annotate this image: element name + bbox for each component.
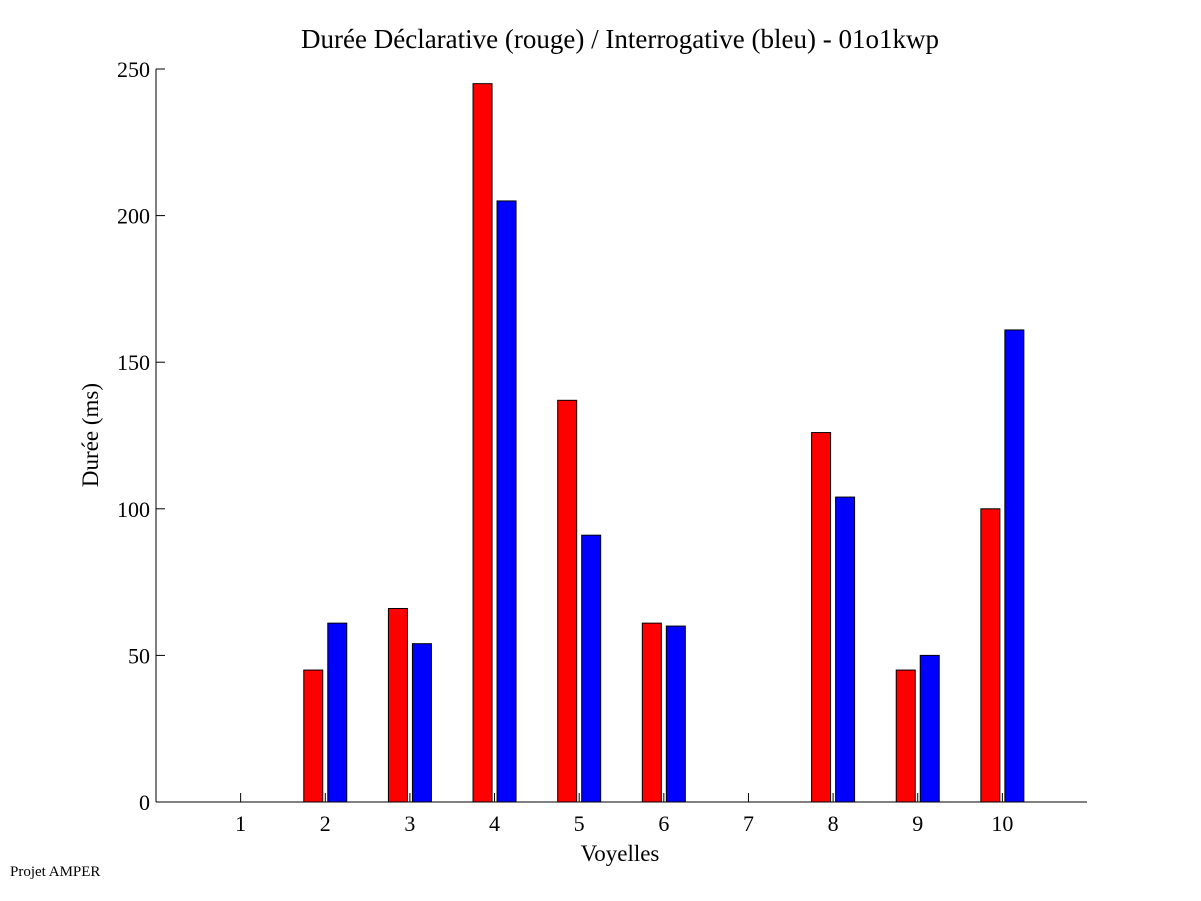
y-axis-label: Durée (ms) [78, 383, 103, 487]
axes-group [155, 69, 1087, 803]
x-axis-label: Voyelles [581, 841, 660, 866]
bar-interrogative-3 [411, 643, 432, 803]
bar-interrogative-9 [919, 654, 940, 803]
y-tick-label: 50 [128, 643, 150, 668]
y-ticks-group: 0 50 100 150 200 250 [117, 57, 165, 815]
bar-declarative-3 [387, 607, 408, 803]
bar-declarative-4 [472, 83, 493, 803]
x-ticks-group: 1 2 3 4 5 6 7 8 9 10 [235, 793, 1013, 836]
y-tick-label: 200 [117, 204, 150, 229]
x-tick-label: 5 [574, 811, 585, 836]
x-tick-label: 7 [743, 811, 754, 836]
bar-declarative-8 [811, 432, 832, 803]
x-tick-label: 9 [912, 811, 923, 836]
x-tick-label: 2 [320, 811, 331, 836]
bar-interrogative-10 [1004, 329, 1025, 803]
chart-title: Durée Déclarative (rouge) / Interrogativ… [301, 24, 939, 54]
bar-interrogative-4 [496, 200, 517, 803]
y-tick-label: 250 [117, 57, 150, 82]
x-tick-label: 3 [404, 811, 415, 836]
y-tick-label: 150 [117, 350, 150, 375]
x-tick-label: 4 [489, 811, 500, 836]
footer-note: Projet AMPER [10, 864, 101, 880]
x-tick-label: 6 [658, 811, 669, 836]
bar-declarative-5 [557, 399, 578, 803]
bar-interrogative-2 [327, 622, 348, 803]
bars-group [303, 83, 1025, 803]
bar-interrogative-6 [665, 625, 686, 803]
x-tick-label: 1 [235, 811, 246, 836]
y-tick-label: 100 [117, 497, 150, 522]
x-tick-label: 8 [828, 811, 839, 836]
bar-declarative-2 [303, 669, 324, 803]
y-tick-label: 0 [139, 790, 150, 815]
bar-declarative-6 [641, 622, 662, 803]
bar-declarative-10 [980, 508, 1001, 803]
bar-declarative-9 [895, 669, 916, 803]
x-tick-label: 10 [991, 811, 1013, 836]
bar-interrogative-5 [581, 534, 602, 803]
bar-interrogative-8 [835, 496, 856, 803]
